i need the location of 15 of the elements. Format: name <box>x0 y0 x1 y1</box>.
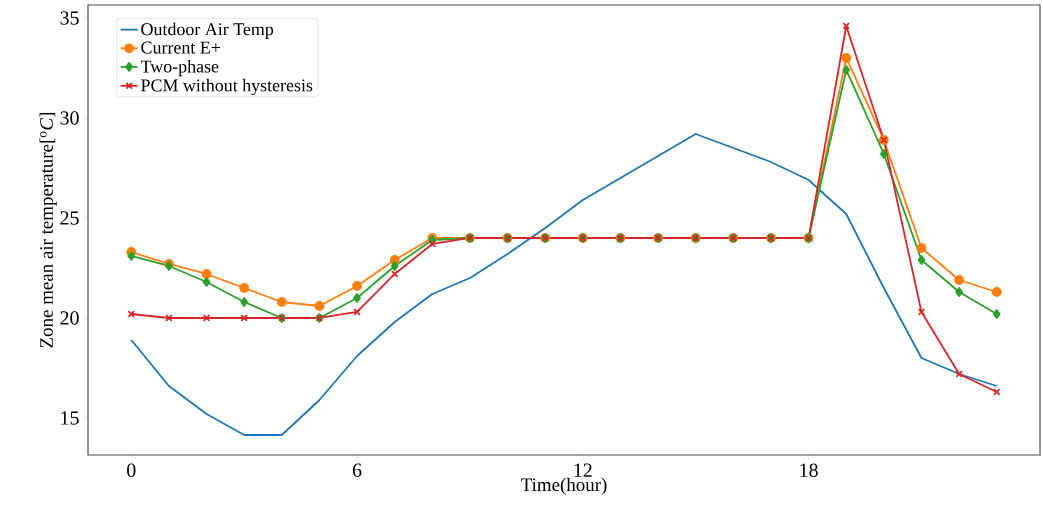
y-axis-title: Zone mean air temperature[$^{o}$C] <box>39 112 57 348</box>
x-tick-label: 0 <box>127 463 136 477</box>
legend-label: Current E+ <box>141 41 221 54</box>
y-tick-label: 20 <box>60 311 79 325</box>
x-tick-label: 12 <box>574 463 592 477</box>
y-tick-label: 25 <box>60 211 79 225</box>
y-tick-label: 30 <box>60 111 79 125</box>
x-axis-title: Time(hour) <box>521 477 607 495</box>
y-tick-label: 15 <box>61 411 79 425</box>
legend-label: PCM without hysteresis <box>141 78 313 96</box>
y-tick-label: 35 <box>60 11 79 25</box>
legend-label: Two-phase <box>140 59 219 77</box>
legend-label: Outdoor Air Temp <box>141 22 274 39</box>
x-tick-label: 6 <box>352 463 362 477</box>
x-tick-label: 18 <box>800 463 818 477</box>
